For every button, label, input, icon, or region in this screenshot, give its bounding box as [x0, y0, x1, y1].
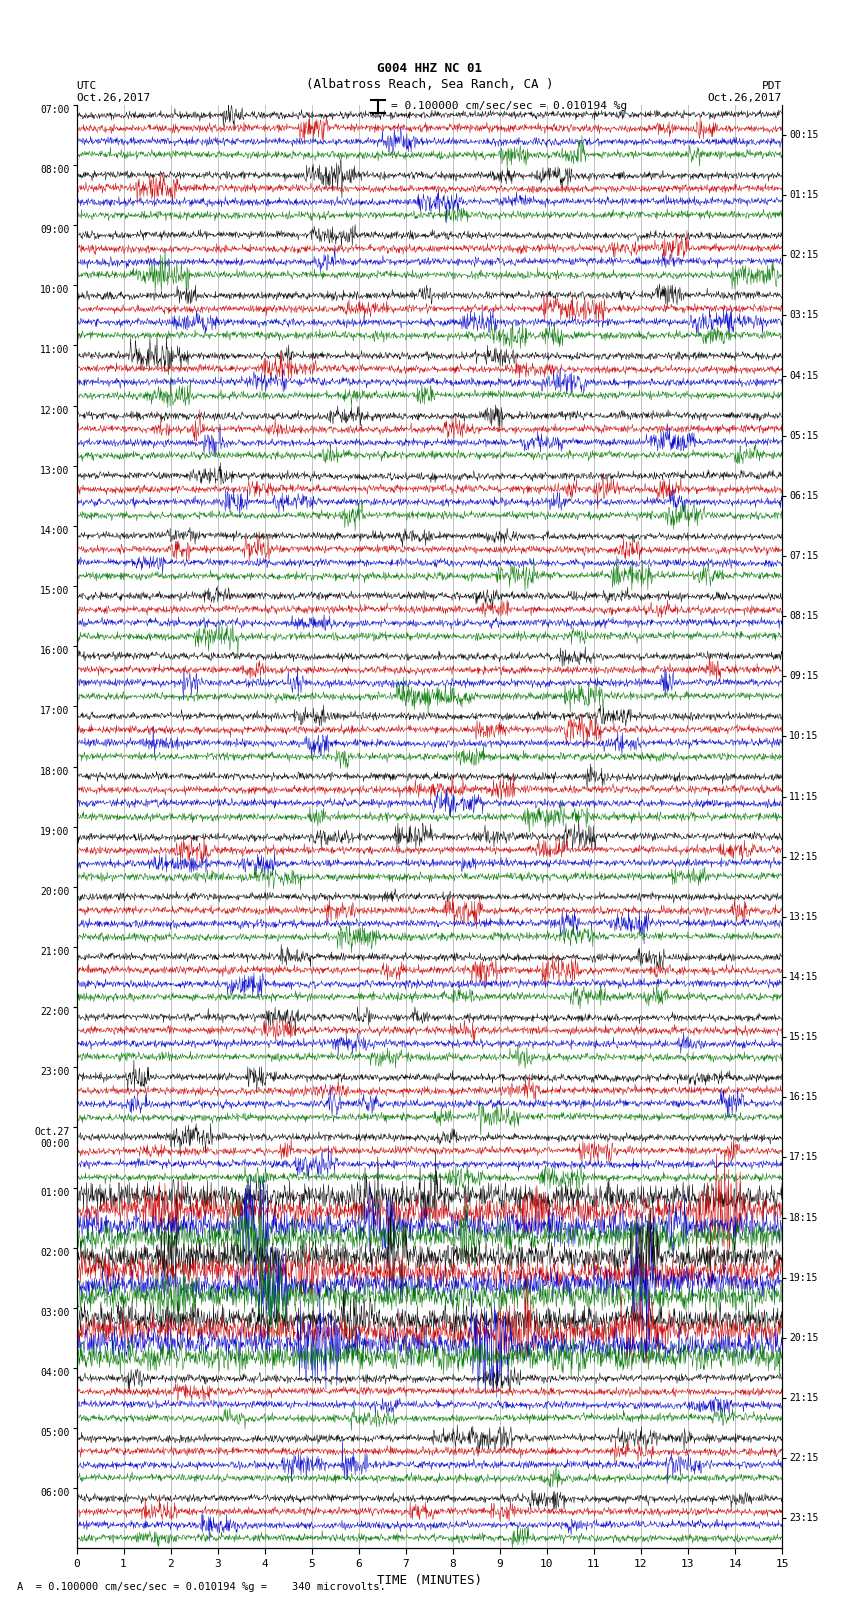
Text: Oct.26,2017: Oct.26,2017: [76, 94, 150, 103]
Text: A  = 0.100000 cm/sec/sec = 0.010194 %g =    340 microvolts.: A = 0.100000 cm/sec/sec = 0.010194 %g = …: [17, 1582, 386, 1592]
Text: Oct.26,2017: Oct.26,2017: [708, 94, 782, 103]
Text: UTC: UTC: [76, 81, 97, 90]
Text: = 0.100000 cm/sec/sec = 0.010194 %g: = 0.100000 cm/sec/sec = 0.010194 %g: [391, 102, 627, 111]
X-axis label: TIME (MINUTES): TIME (MINUTES): [377, 1574, 482, 1587]
Text: (Albatross Reach, Sea Ranch, CA ): (Albatross Reach, Sea Ranch, CA ): [305, 77, 553, 90]
Text: G004 HHZ NC 01: G004 HHZ NC 01: [377, 61, 482, 76]
Text: PDT: PDT: [762, 81, 782, 90]
